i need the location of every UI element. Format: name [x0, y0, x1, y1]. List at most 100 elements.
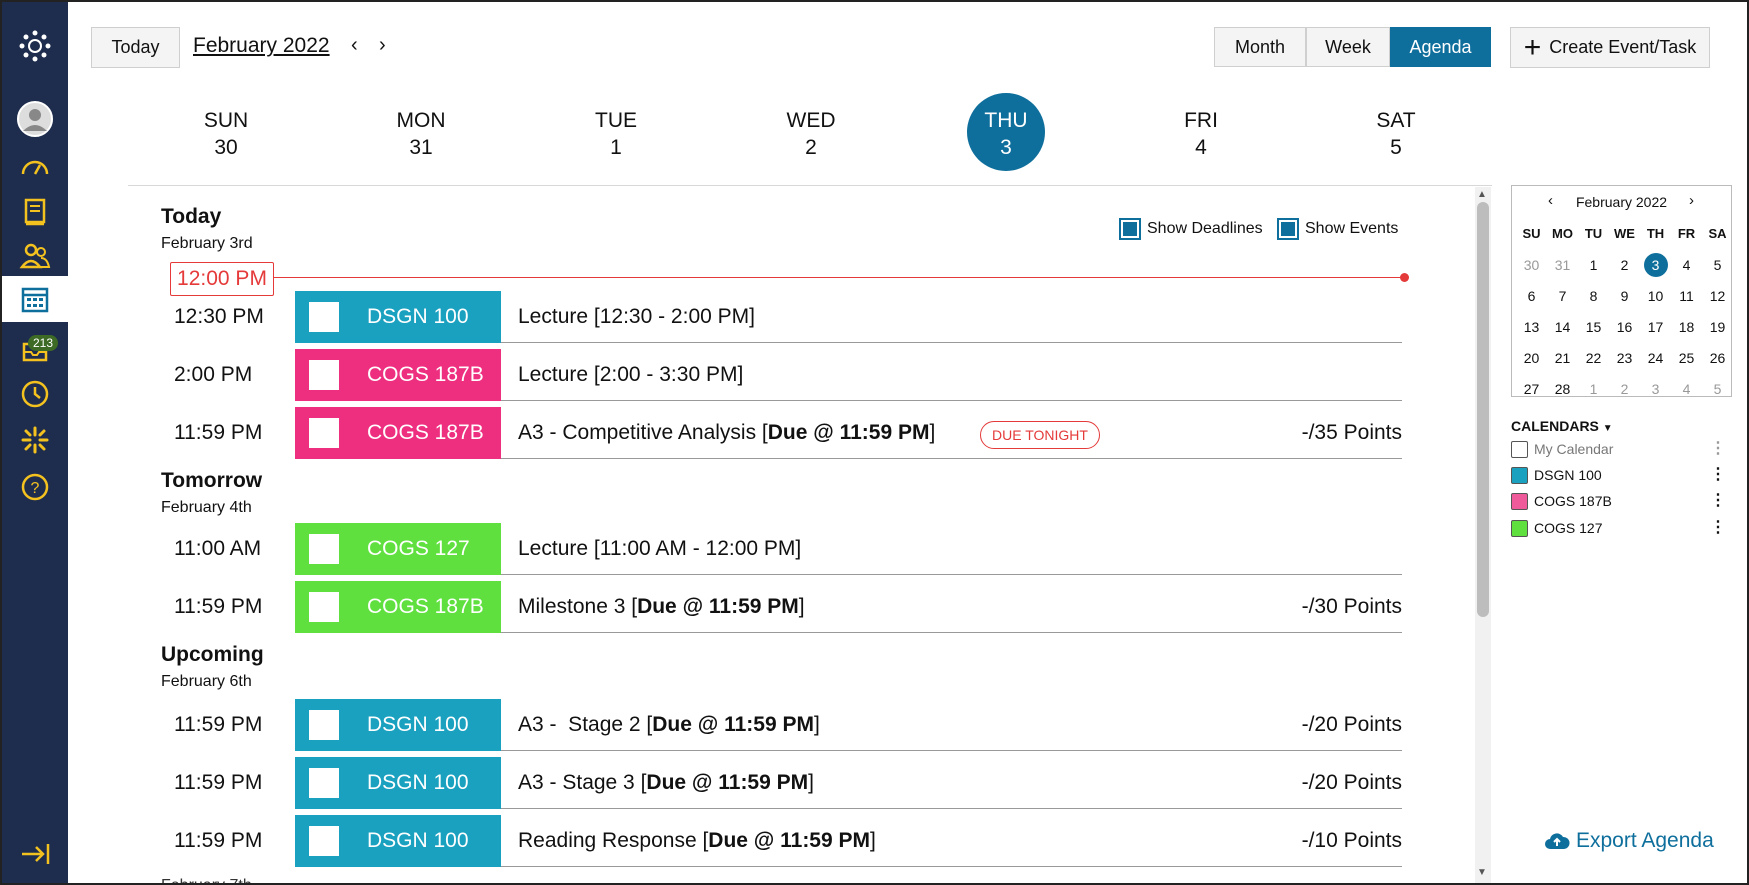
row-title[interactable]: A3 - Competitive Analysis [Due @ 11:59 P… [518, 421, 936, 444]
collapse-nav-icon[interactable] [2, 832, 68, 876]
mini-day-cell[interactable]: 26 [1709, 349, 1726, 366]
show-deadlines-toggle[interactable]: Show Deadlines [1119, 218, 1263, 240]
row-title[interactable]: Reading Response [Due @ 11:59 PM] [518, 829, 876, 852]
day-sun[interactable]: SUN 30 [166, 107, 286, 161]
commons-icon[interactable] [2, 418, 68, 462]
row-title[interactable]: A3 - Stage 2 [Due @ 11:59 PM] [518, 713, 820, 736]
prev-week-button[interactable]: ‹ [351, 34, 358, 56]
mini-day-cell[interactable]: 5 [1713, 256, 1722, 273]
mini-day-cell[interactable]: 9 [1620, 287, 1629, 304]
complete-checkbox[interactable] [309, 826, 339, 856]
mini-day-cell[interactable]: 21 [1554, 349, 1571, 366]
row-title[interactable]: A3 - Stage 3 [Due @ 11:59 PM] [518, 771, 814, 794]
mini-prev-month-icon[interactable]: ‹ [1548, 192, 1553, 209]
mini-day-cell[interactable]: 24 [1647, 349, 1664, 366]
dashboard-icon[interactable] [2, 145, 68, 189]
mini-day-cell[interactable]: 4 [1682, 380, 1691, 397]
mini-day-cell[interactable]: 20 [1523, 349, 1540, 366]
mini-day-cell[interactable]: 1 [1589, 380, 1598, 397]
calendar-toggle-checkbox[interactable] [1511, 492, 1528, 510]
courses-icon[interactable] [2, 190, 68, 234]
mini-day-cell[interactable]: 2 [1620, 380, 1629, 397]
row-title[interactable]: Lecture [12:30 - 2:00 PM] [518, 305, 755, 328]
calendar-item[interactable]: COGS 187B ⋮ [1511, 491, 1726, 511]
complete-checkbox[interactable] [309, 592, 339, 622]
mini-day-cell[interactable]: 7 [1558, 287, 1567, 304]
scroll-down-arrow-icon[interactable]: ▼ [1477, 867, 1487, 878]
more-options-icon[interactable]: ⋮ [1710, 519, 1726, 536]
mini-day-cell[interactable]: 3 [1640, 249, 1671, 280]
mini-day-cell[interactable]: 18 [1678, 318, 1695, 335]
complete-checkbox[interactable] [309, 534, 339, 564]
mini-day-cell[interactable]: 10 [1647, 287, 1664, 304]
mini-day-cell[interactable]: 12 [1709, 287, 1726, 304]
calendar-toggle-checkbox[interactable] [1511, 466, 1528, 484]
day-sat[interactable]: SAT 5 [1336, 107, 1456, 161]
calendar-item[interactable]: DSGN 100 ⋮ [1511, 465, 1726, 485]
view-month-button[interactable]: Month [1214, 27, 1306, 67]
row-title[interactable]: Lecture [11:00 AM - 12:00 PM] [518, 537, 802, 560]
history-icon[interactable] [2, 372, 68, 416]
mini-day-cell[interactable]: 3 [1651, 380, 1660, 397]
complete-checkbox[interactable] [309, 302, 339, 332]
mini-day-cell[interactable]: 5 [1713, 380, 1722, 397]
mini-day-cell[interactable]: 11 [1679, 287, 1694, 304]
month-title[interactable]: February 2022 [193, 34, 330, 57]
complete-checkbox[interactable] [309, 360, 339, 390]
day-tue[interactable]: TUE 1 [556, 107, 676, 161]
mini-next-month-icon[interactable]: › [1689, 192, 1694, 209]
help-icon[interactable]: ? [2, 465, 68, 509]
day-thu[interactable]: THU 3 [946, 107, 1066, 161]
groups-icon[interactable] [2, 234, 68, 278]
mini-day-cell[interactable]: 14 [1554, 318, 1571, 335]
day-fri[interactable]: FRI 4 [1141, 107, 1261, 161]
agenda-row[interactable]: 12:30 PM DSGN 100 Lecture [12:30 - 2:00 … [172, 291, 1402, 343]
complete-checkbox[interactable] [309, 418, 339, 448]
mini-day-cell[interactable]: 4 [1682, 256, 1691, 273]
mini-day-cell[interactable]: 13 [1523, 318, 1540, 335]
row-title[interactable]: Lecture [2:00 - 3:30 PM] [518, 363, 744, 386]
show-events-toggle[interactable]: Show Events [1277, 218, 1398, 240]
mini-day-cell[interactable]: 17 [1647, 318, 1664, 335]
mini-day-cell[interactable]: 19 [1709, 318, 1726, 335]
show-deadlines-checkbox[interactable] [1119, 218, 1141, 240]
scroll-up-arrow-icon[interactable]: ▲ [1477, 189, 1487, 200]
view-agenda-button[interactable]: Agenda [1390, 27, 1491, 67]
mini-day-cell[interactable]: 16 [1616, 318, 1633, 335]
show-events-checkbox[interactable] [1277, 218, 1299, 240]
calendars-heading[interactable]: CALENDARS ▼ [1511, 418, 1613, 434]
view-week-button[interactable]: Week [1306, 27, 1390, 67]
agenda-row[interactable]: 11:00 AM COGS 127 Lecture [11:00 AM - 12… [172, 523, 1402, 575]
agenda-row[interactable]: 2:00 PM COGS 187B Lecture [2:00 - 3:30 P… [172, 349, 1402, 401]
agenda-row[interactable]: 11:59 PM DSGN 100 A3 - Stage 3 [Due @ 11… [172, 757, 1402, 809]
mini-day-cell[interactable]: 30 [1523, 256, 1540, 273]
mini-day-cell[interactable]: 23 [1616, 349, 1633, 366]
mini-day-cell[interactable]: 6 [1527, 287, 1536, 304]
more-options-icon[interactable]: ⋮ [1710, 466, 1726, 483]
mini-day-cell[interactable]: 15 [1585, 318, 1602, 335]
export-agenda-button[interactable]: Export Agenda [1544, 829, 1714, 853]
inbox-icon[interactable]: 213 [2, 327, 68, 371]
agenda-row[interactable]: 11:59 PM COGS 187B Milestone 3 [Due @ 11… [172, 581, 1402, 633]
calendar-item[interactable]: My Calendar ⋮ [1511, 439, 1726, 459]
row-title[interactable]: Milestone 3 [Due @ 11:59 PM] [518, 595, 805, 618]
complete-checkbox[interactable] [309, 710, 339, 740]
calendar-toggle-checkbox[interactable] [1511, 519, 1528, 537]
calendar-toggle-checkbox[interactable] [1511, 440, 1528, 458]
account-avatar-icon[interactable] [2, 97, 68, 141]
scrollbar-thumb[interactable] [1477, 202, 1489, 617]
mini-day-cell[interactable]: 25 [1678, 349, 1695, 366]
mini-day-cell[interactable]: 8 [1589, 287, 1598, 304]
mini-day-cell[interactable]: 31 [1554, 256, 1571, 273]
agenda-row[interactable]: 11:59 PM COGS 187B A3 - Competitive Anal… [172, 407, 1402, 459]
day-mon[interactable]: MON 31 [361, 107, 481, 161]
canvas-logo-icon[interactable] [2, 24, 68, 68]
agenda-row[interactable]: 11:59 PM DSGN 100 Reading Response [Due … [172, 815, 1402, 867]
day-wed[interactable]: WED 2 [751, 107, 871, 161]
mini-day-cell[interactable]: 28 [1554, 380, 1571, 397]
mini-day-cell[interactable]: 2 [1620, 256, 1629, 273]
calendar-item[interactable]: COGS 127 ⋮ [1511, 518, 1726, 538]
mini-day-cell[interactable]: 1 [1589, 256, 1598, 273]
more-options-icon[interactable]: ⋮ [1710, 440, 1726, 457]
complete-checkbox[interactable] [309, 768, 339, 798]
